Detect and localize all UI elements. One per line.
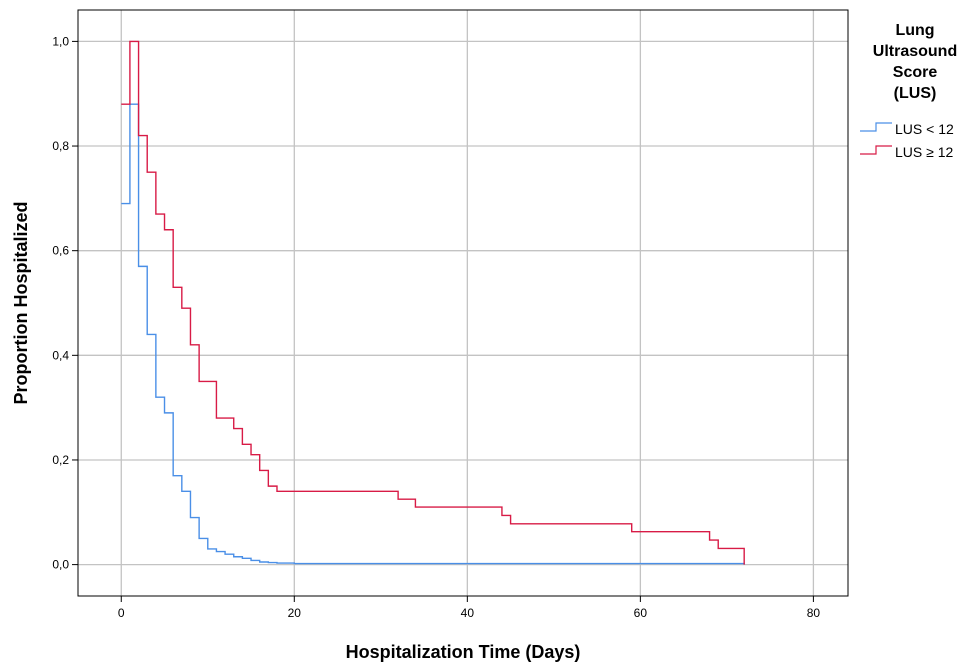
x-tick-label: 80 bbox=[807, 606, 821, 620]
y-tick-label: 0,2 bbox=[52, 453, 69, 467]
legend-title-line-1: Lung bbox=[895, 22, 934, 39]
legend-title-line-4: (LUS) bbox=[894, 85, 937, 102]
x-tick-label: 20 bbox=[288, 606, 302, 620]
legend-title-line-2: Ultrasound bbox=[873, 43, 957, 60]
plot-frame bbox=[77, 9, 849, 597]
series-line-lus-ge-12 bbox=[121, 40, 745, 565]
legend-label-lus-ge-12: LUS ≥ 12 bbox=[895, 144, 953, 160]
y-tick-label: 0,0 bbox=[52, 558, 69, 572]
axis-ticks: 0 20 40 60 80 0,0 0,2 0,4 0,6 0,8 1,0 bbox=[52, 34, 820, 620]
legend-swatch-lus-lt-12 bbox=[860, 122, 892, 132]
y-axis-title: Proportion Hospitalized bbox=[11, 201, 31, 404]
legend: Lung Ultrasound Score (LUS) LUS < 12 LUS… bbox=[860, 22, 957, 160]
x-tick-label: 40 bbox=[461, 606, 475, 620]
plot-series bbox=[121, 40, 745, 565]
legend-title-line-3: Score bbox=[893, 64, 938, 81]
legend-swatch-lus-ge-12 bbox=[860, 145, 892, 155]
x-tick-label: 0 bbox=[118, 606, 125, 620]
grid-lines bbox=[78, 10, 848, 596]
legend-label-lus-lt-12: LUS < 12 bbox=[895, 121, 954, 137]
x-tick-label: 60 bbox=[634, 606, 648, 620]
y-tick-label: 0,8 bbox=[52, 139, 69, 153]
y-tick-label: 1,0 bbox=[52, 34, 69, 48]
y-tick-label: 0,6 bbox=[52, 244, 69, 258]
series-line-lus-lt-12 bbox=[121, 103, 745, 565]
y-tick-label: 0,4 bbox=[52, 348, 69, 362]
x-axis-title: Hospitalization Time (Days) bbox=[346, 642, 581, 662]
